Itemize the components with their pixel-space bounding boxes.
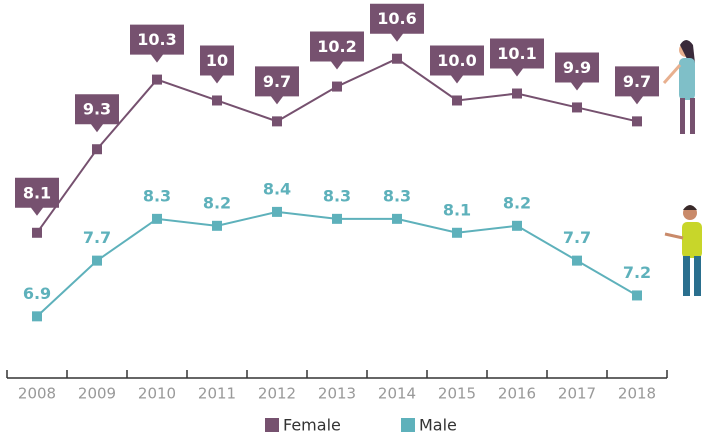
- data-label: 10.2: [317, 37, 356, 56]
- chart: 2008 2009 2010 2011 2012 2013 2014 2015 2016 2017…: [0, 0, 704, 437]
- point: [392, 54, 402, 64]
- point: [452, 228, 462, 238]
- legend-label: Female: [283, 416, 341, 435]
- data-label: 10.3: [137, 30, 176, 49]
- point: [392, 214, 402, 224]
- data-label: 9.7: [623, 72, 651, 91]
- point: [272, 207, 282, 217]
- data-label: 7.2: [623, 263, 651, 282]
- data-label: 9.3: [83, 100, 111, 119]
- x-tick-label: 2009: [78, 385, 116, 403]
- data-label: 8.2: [203, 193, 231, 212]
- point: [572, 256, 582, 266]
- point: [512, 221, 522, 231]
- x-tick-label: 2013: [318, 385, 356, 403]
- point: [272, 116, 282, 126]
- point: [92, 144, 102, 154]
- data-label: 7.7: [563, 228, 591, 247]
- legend-label: Male: [419, 416, 457, 435]
- point: [92, 256, 102, 266]
- data-label: 7.7: [83, 228, 111, 247]
- data-label: 8.3: [383, 186, 411, 205]
- x-tick-label: 2017: [558, 385, 596, 403]
- point: [632, 116, 642, 126]
- x-tick-label: 2014: [378, 385, 416, 403]
- data-label: 8.3: [323, 186, 351, 205]
- point: [512, 89, 522, 99]
- x-tick-label: 2012: [258, 385, 296, 403]
- point: [632, 290, 642, 300]
- x-tick-label: 2011: [198, 385, 236, 403]
- x-tick-label: 2015: [438, 385, 476, 403]
- series-line: [37, 212, 637, 316]
- male-illustration: [665, 205, 702, 296]
- point: [32, 228, 42, 238]
- data-label: 9.9: [563, 58, 591, 77]
- data-label: 10.6: [377, 9, 416, 28]
- point: [212, 95, 222, 105]
- data-label: 10.1: [497, 44, 536, 63]
- legend-swatch: [265, 418, 279, 432]
- data-label: 8.4: [263, 179, 291, 198]
- female-illustration: [664, 40, 695, 134]
- point: [572, 102, 582, 112]
- point: [152, 75, 162, 85]
- data-label: 10: [206, 51, 228, 70]
- data-label: 6.9: [23, 284, 51, 303]
- data-label: 8.1: [23, 183, 51, 202]
- data-label: 8.2: [503, 193, 531, 212]
- point: [332, 214, 342, 224]
- point: [332, 82, 342, 92]
- legend-swatch: [401, 418, 415, 432]
- data-label: 9.7: [263, 72, 291, 91]
- x-tick-label: 2018: [618, 385, 656, 403]
- data-label: 10.0: [437, 51, 476, 70]
- point: [152, 214, 162, 224]
- x-tick-label: 2010: [138, 385, 176, 403]
- data-label: 8.1: [443, 200, 471, 219]
- point: [452, 95, 462, 105]
- x-tick-label: 2008: [18, 385, 56, 403]
- data-label: 8.3: [143, 186, 171, 205]
- point: [32, 311, 42, 321]
- x-tick-label: 2016: [498, 385, 536, 403]
- point: [212, 221, 222, 231]
